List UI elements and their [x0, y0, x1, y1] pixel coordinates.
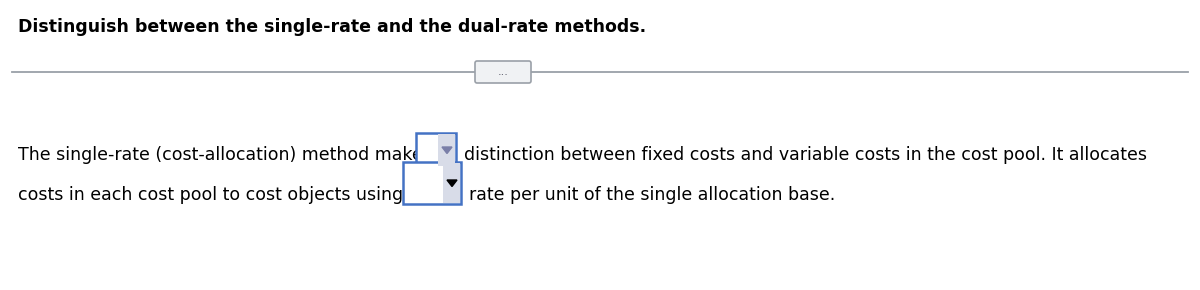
Polygon shape	[446, 180, 457, 186]
Bar	[438, 134, 455, 166]
Text: distinction between fixed costs and variable costs in the cost pool. It allocate: distinction between fixed costs and vari…	[464, 146, 1147, 164]
Bar	[416, 133, 456, 167]
Text: ...: ...	[498, 67, 509, 77]
Text: Distinguish between the single-rate and the dual-rate methods.: Distinguish between the single-rate and …	[18, 18, 646, 36]
FancyBboxPatch shape	[475, 61, 530, 83]
Text: costs in each cost pool to cost objects using: costs in each cost pool to cost objects …	[18, 186, 403, 204]
Bar	[403, 162, 461, 204]
Text: The single-rate (cost-allocation) method makes: The single-rate (cost-allocation) method…	[18, 146, 432, 164]
Bar	[443, 163, 460, 203]
Text: rate per unit of the single allocation base.: rate per unit of the single allocation b…	[469, 186, 835, 204]
Polygon shape	[442, 147, 452, 153]
